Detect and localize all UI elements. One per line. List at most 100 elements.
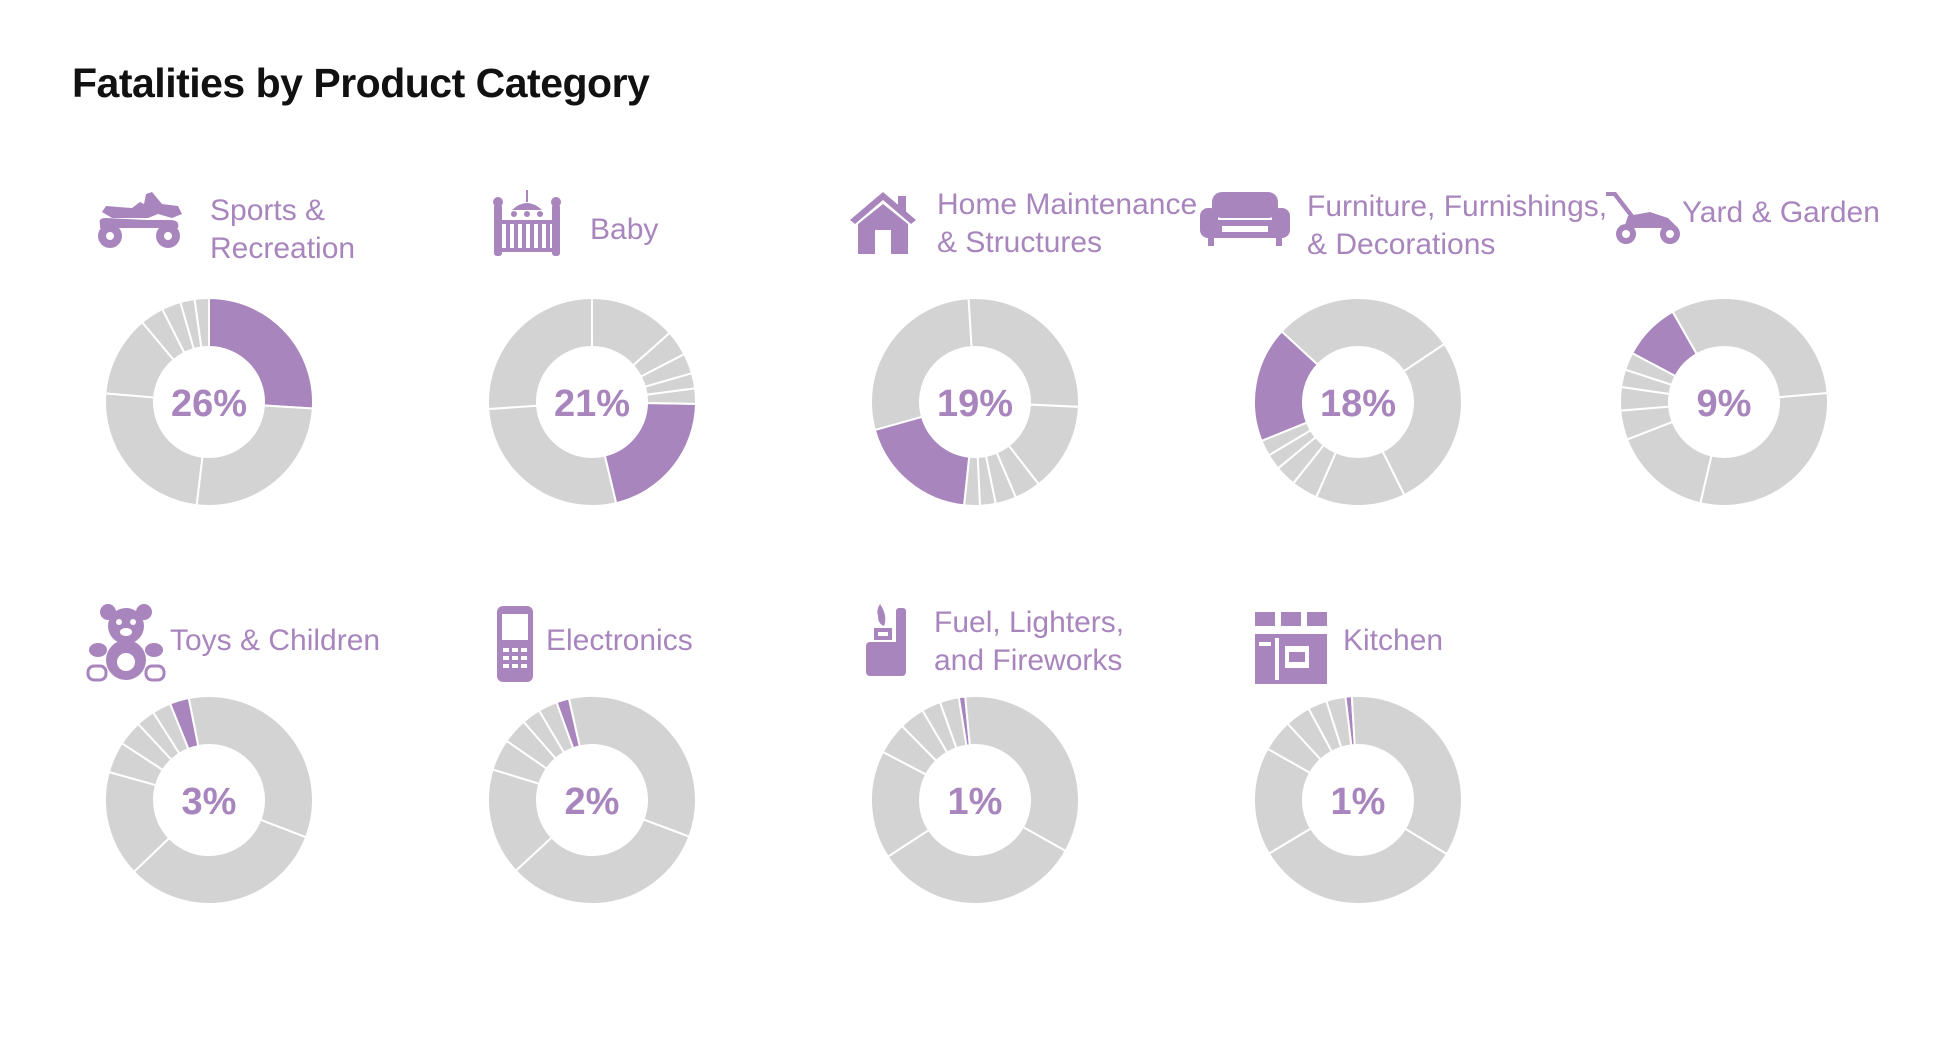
- highlight-slice: [957, 695, 971, 747]
- house-icon: [848, 190, 918, 259]
- other-slice: [487, 296, 593, 411]
- category-label-line: Yard & Garden: [1682, 196, 1880, 229]
- other-slice: [1286, 707, 1334, 761]
- other-slice: [643, 371, 697, 396]
- other-slice: [645, 387, 697, 405]
- percent-label: 1%: [1331, 781, 1386, 823]
- percent-label: 3%: [182, 781, 237, 823]
- category-label: Fuel, Lighters, and Fireworks: [934, 604, 1124, 680]
- other-slice: [963, 455, 982, 507]
- other-slice: [104, 320, 176, 399]
- other-slice: [537, 700, 575, 755]
- other-slice: [107, 741, 165, 787]
- other-slice: [900, 708, 949, 763]
- other-slice: [1280, 297, 1446, 373]
- category-label-line: & Structures: [937, 226, 1103, 259]
- other-slice: [984, 451, 1018, 506]
- category-label-line: Kitchen: [1343, 624, 1444, 657]
- category-label-line: & Decorations: [1307, 228, 1496, 261]
- other-slice: [1007, 403, 1080, 486]
- other-slice: [491, 739, 549, 786]
- kitchen-cabinet-icon: [1255, 612, 1327, 689]
- other-slice: [1276, 435, 1326, 485]
- other-slice: [1350, 695, 1463, 856]
- other-slice: [881, 724, 938, 776]
- other-slice: [1267, 826, 1449, 906]
- category-label: Sports & Recreation: [210, 192, 355, 268]
- teddy-bear-icon: [86, 604, 166, 687]
- percent-label: 9%: [1697, 383, 1752, 425]
- other-slice: [567, 695, 697, 839]
- category-label: Yard & Garden: [1682, 194, 1880, 232]
- other-slice: [1307, 699, 1343, 753]
- highlight-slice: [873, 415, 971, 507]
- category-label: Baby: [590, 211, 658, 249]
- other-slice: [1619, 405, 1674, 441]
- highlight-slice: [603, 401, 698, 505]
- percent-label: 21%: [554, 383, 630, 425]
- percent-label: 1%: [948, 781, 1003, 823]
- category-label: Toys & Children: [170, 622, 380, 660]
- crib-icon: [492, 190, 562, 261]
- other-slice: [151, 702, 190, 755]
- percent-label: 19%: [937, 383, 1013, 425]
- percent-label: 26%: [171, 383, 247, 425]
- other-slice: [140, 307, 186, 362]
- other-slice: [1619, 368, 1674, 396]
- other-slice: [938, 696, 968, 750]
- category-label: Electronics: [546, 622, 693, 660]
- other-slice: [195, 404, 314, 507]
- highlight-slice: [555, 697, 582, 750]
- other-slice: [964, 695, 1080, 853]
- other-slice: [179, 297, 203, 351]
- category-label-line: Fuel, Lighters,: [934, 606, 1125, 639]
- category-label: Kitchen: [1343, 622, 1443, 660]
- highlight-slice: [1344, 695, 1356, 747]
- sofa-icon: [1200, 190, 1290, 251]
- highlight-slice: [1253, 329, 1320, 443]
- other-slice: [921, 700, 958, 754]
- other-slice: [514, 818, 691, 905]
- other-slice: [1267, 428, 1318, 470]
- other-slice: [639, 352, 694, 389]
- other-slice: [522, 709, 566, 761]
- lawnmower-icon: [1606, 190, 1686, 249]
- atv-icon: [92, 190, 188, 255]
- category-label-line: Home Maintenance: [937, 188, 1198, 221]
- category-label-line: Recreation: [210, 232, 356, 265]
- other-slice: [1291, 443, 1338, 499]
- other-slice: [995, 444, 1041, 499]
- other-slice: [104, 392, 204, 507]
- other-slice: [1314, 449, 1406, 507]
- other-slice: [505, 720, 558, 771]
- other-slice: [1625, 420, 1713, 505]
- other-slice: [1260, 421, 1313, 457]
- category-label-line: Sports &: [210, 194, 326, 227]
- other-slice: [870, 750, 931, 859]
- other-slice: [590, 296, 672, 367]
- other-slice: [1623, 351, 1677, 387]
- highlight-slice: [1630, 310, 1699, 378]
- other-slice: [487, 768, 554, 873]
- other-slice: [1699, 391, 1829, 507]
- category-label: Home Maintenance & Structures: [937, 186, 1197, 262]
- other-slice: [976, 454, 997, 507]
- other-slice: [120, 722, 173, 772]
- category-label-line: Toys & Children: [170, 624, 381, 657]
- percent-label: 2%: [565, 781, 620, 823]
- category-label-line: Electronics: [546, 624, 693, 657]
- other-slice: [487, 404, 618, 507]
- other-slice: [1253, 747, 1313, 856]
- other-slice: [1381, 342, 1463, 497]
- other-slice: [136, 710, 181, 762]
- other-slice: [967, 297, 1080, 408]
- other-slice: [1325, 695, 1353, 749]
- other-slice: [1619, 385, 1671, 412]
